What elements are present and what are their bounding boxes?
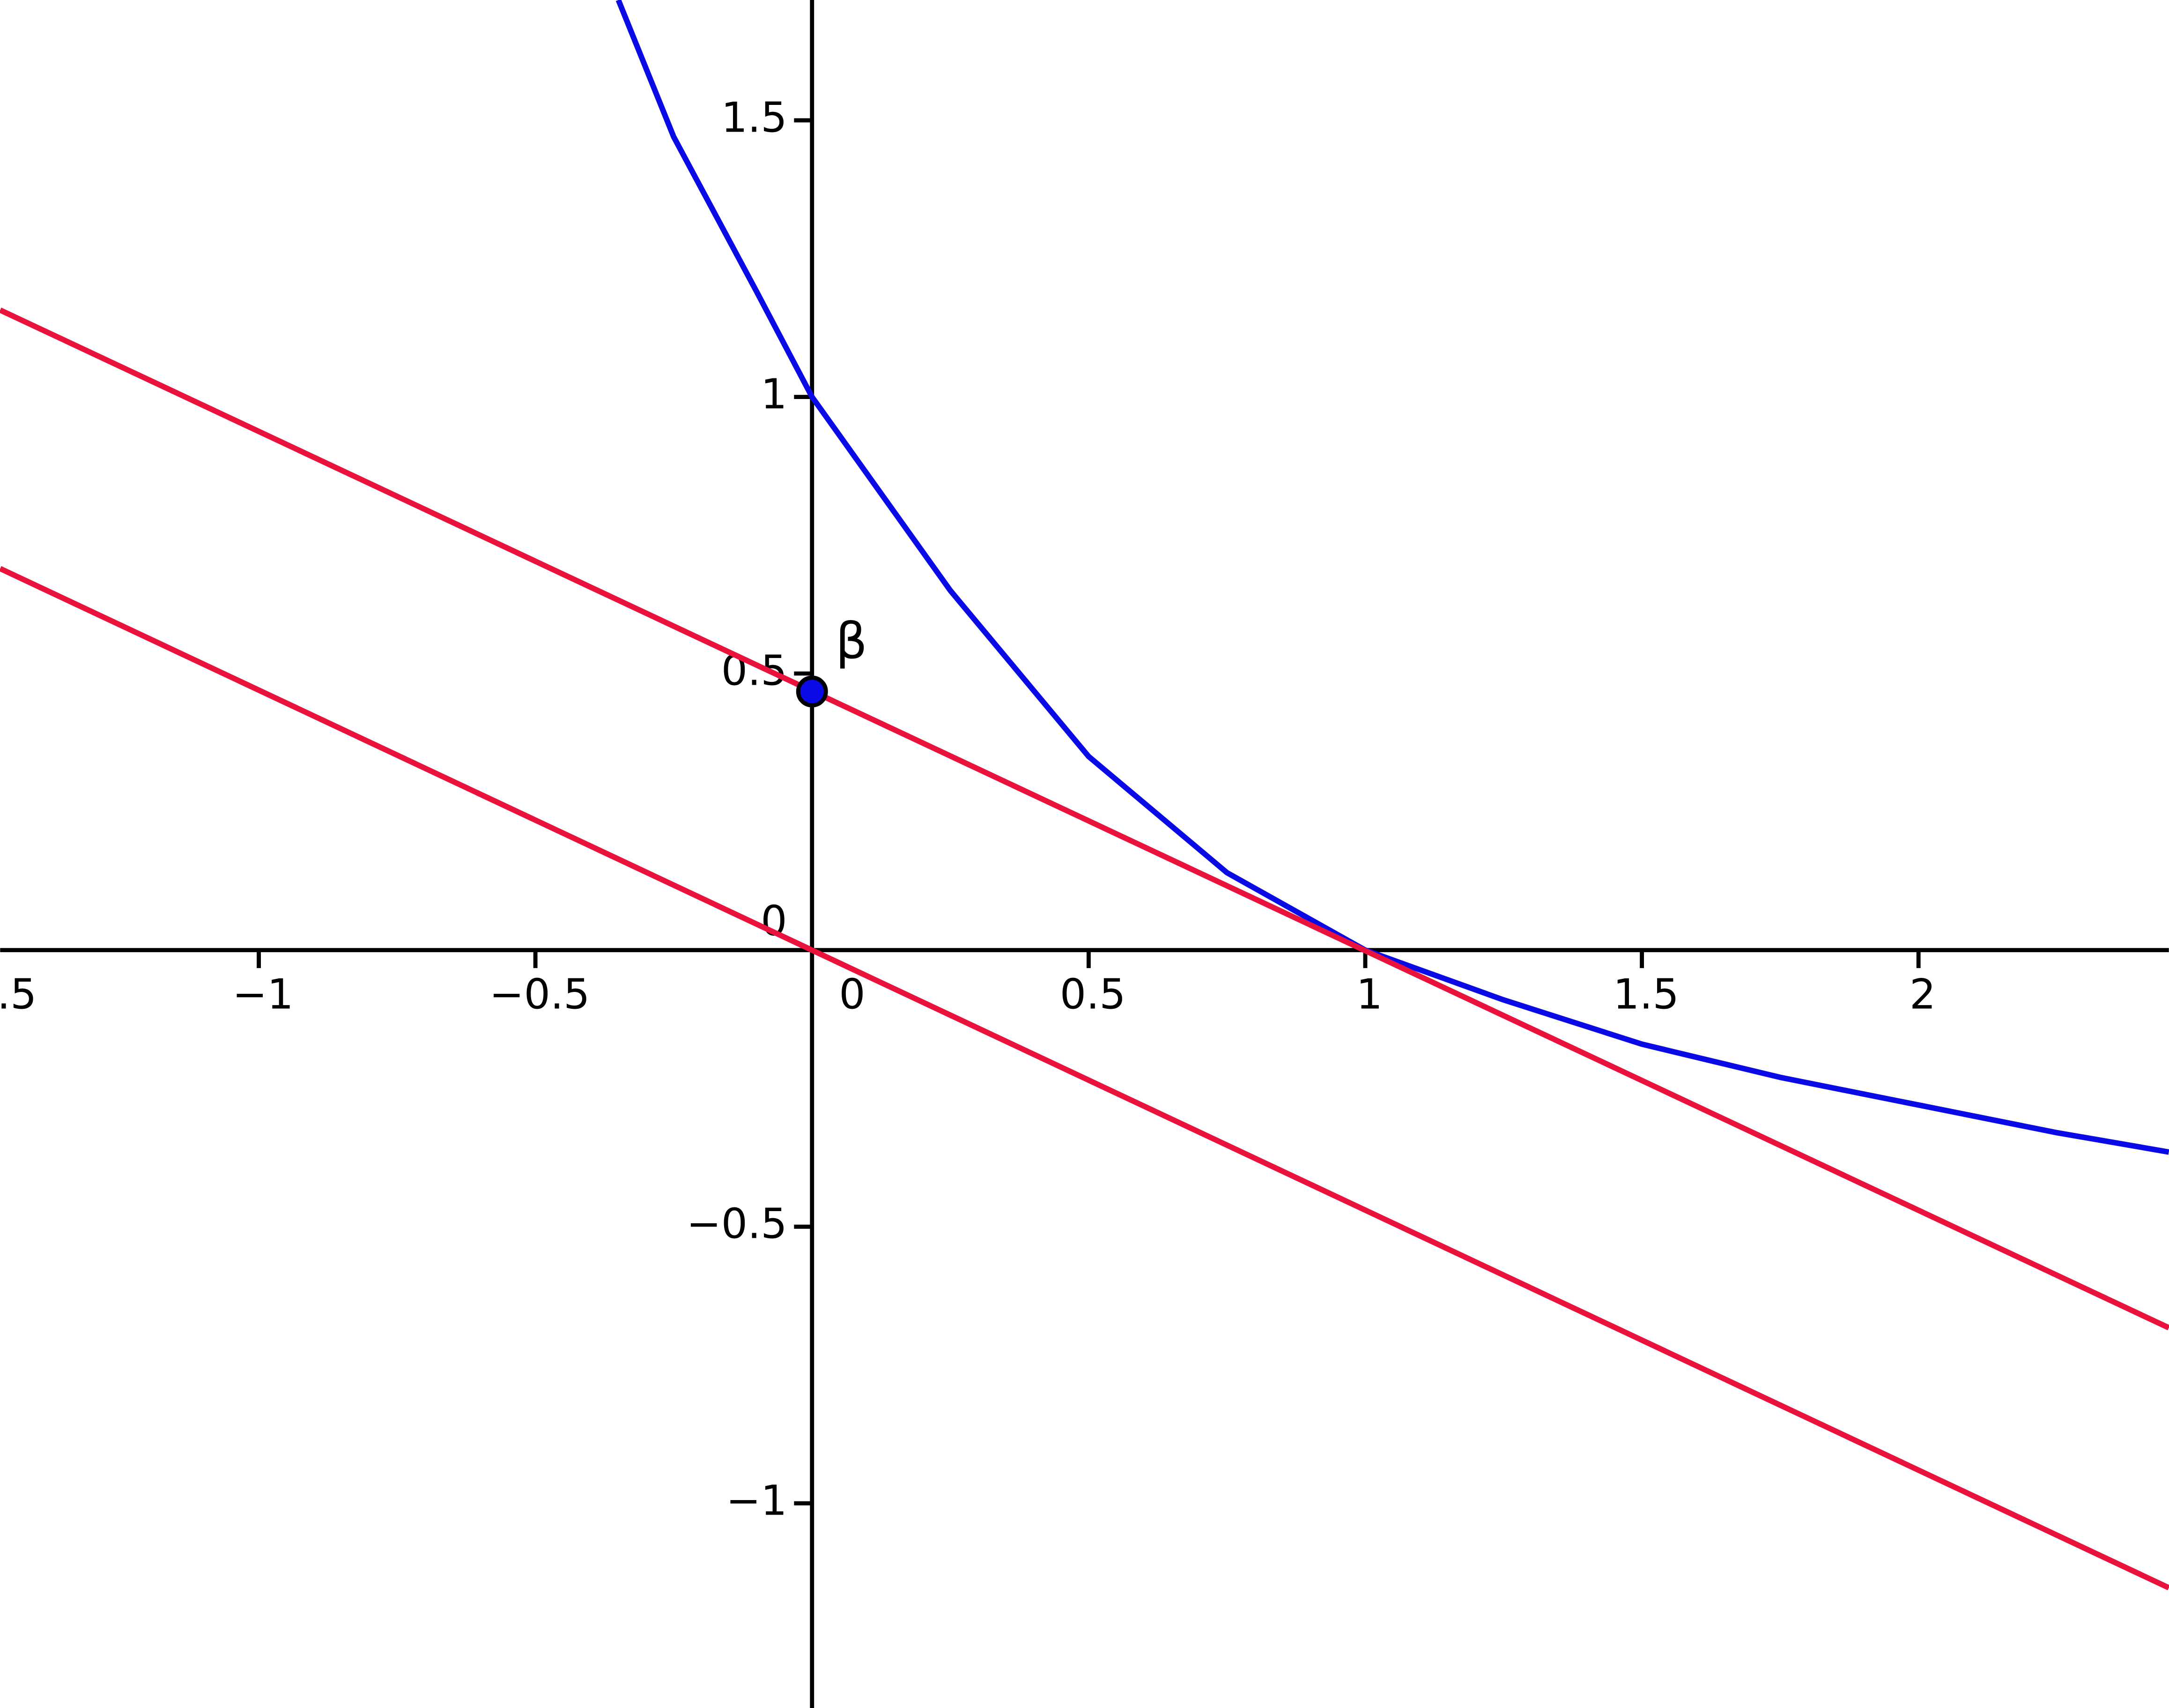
x-tick-label: −1: [232, 970, 294, 1019]
curve: [615, 0, 2169, 1155]
x-tick-label: 0.5: [1060, 970, 1126, 1019]
y-tick-label: −0.5: [687, 1200, 787, 1248]
curve: [0, 307, 2169, 1331]
y-tick-label: −1: [726, 1476, 787, 1524]
x-tick-label: 0: [839, 970, 865, 1019]
point: [796, 675, 828, 708]
y-tick-label: 1: [761, 370, 787, 418]
point-label: β: [836, 612, 867, 670]
x-tick-label: −0.5: [489, 970, 590, 1019]
x-tick-label: 1.5: [1613, 970, 1679, 1019]
x-tick-label: 1: [1356, 970, 1383, 1019]
x-tick-label: 2: [1910, 970, 1936, 1019]
y-tick-label: 1.5: [721, 93, 787, 141]
x-tick-label: 2.5: [2166, 970, 2169, 1019]
curve: [0, 566, 2169, 1590]
x-tick-label: −1.5: [0, 970, 37, 1019]
